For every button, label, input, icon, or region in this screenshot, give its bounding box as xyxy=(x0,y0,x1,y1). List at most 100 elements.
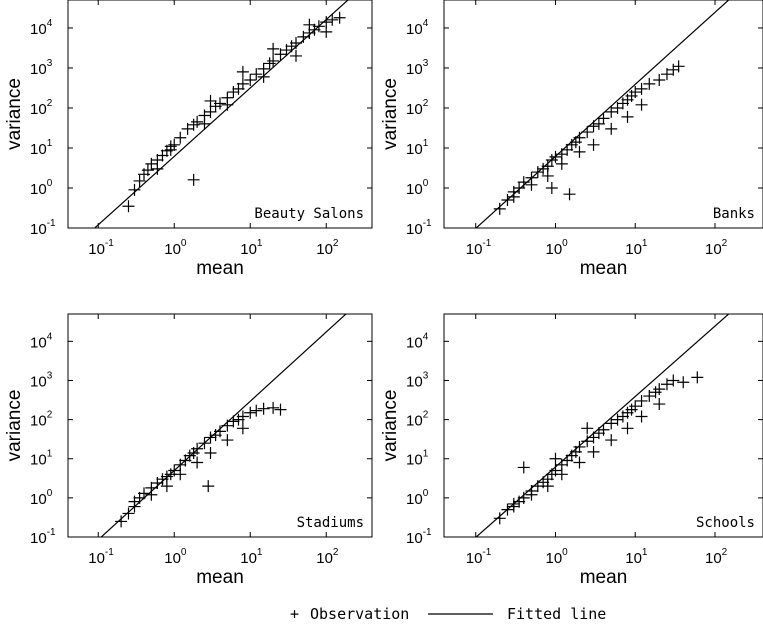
observation-point xyxy=(122,200,135,213)
observation-point xyxy=(202,480,215,493)
observation-points xyxy=(122,11,346,213)
observation-point xyxy=(133,174,146,187)
legend: + Observation Fitted line xyxy=(290,605,606,623)
observation-point xyxy=(221,419,234,432)
observation-point xyxy=(204,94,217,107)
observation-point xyxy=(227,86,240,99)
observation-point xyxy=(555,468,568,481)
y-tick-label: 10-1 xyxy=(406,527,432,547)
observation-point xyxy=(250,404,263,417)
observation-point xyxy=(227,415,240,428)
observation-point xyxy=(691,371,704,384)
axes-box xyxy=(443,313,763,538)
observation-point xyxy=(573,145,586,158)
observation-point xyxy=(587,138,600,151)
axes-box xyxy=(67,0,373,229)
observation-point xyxy=(244,74,257,87)
y-tick-label: 104 xyxy=(406,18,429,38)
x-tick-label: 102 xyxy=(316,238,339,258)
observation-point xyxy=(204,105,217,118)
observation-point xyxy=(204,447,217,460)
observation-point xyxy=(191,115,204,128)
y-tick-label: 100 xyxy=(30,178,53,198)
x-tick-label: 101 xyxy=(240,547,263,567)
observation-point xyxy=(236,77,249,90)
observation-point xyxy=(672,60,685,73)
observation-point xyxy=(174,468,187,481)
panel-2: 10-1 100 101 102 10-1 100 101 102 103 104 mean vari… xyxy=(380,0,763,279)
observation-point xyxy=(267,42,280,55)
observation-point xyxy=(181,122,194,135)
x-tick-label: 10-1 xyxy=(466,238,492,258)
axes-box xyxy=(443,0,763,229)
observation-points xyxy=(115,401,287,528)
observation-point xyxy=(168,464,181,477)
observation-point xyxy=(621,110,634,123)
observation-point xyxy=(573,456,586,469)
observation-point xyxy=(236,65,249,78)
observation-point xyxy=(122,507,135,520)
y-tick-label: 100 xyxy=(406,178,429,198)
observation-point xyxy=(174,131,187,144)
observation-point xyxy=(187,173,200,186)
observation-point xyxy=(326,13,339,26)
observation-point xyxy=(198,117,211,130)
observation-point xyxy=(597,423,610,436)
observation-point xyxy=(635,394,648,407)
observation-point xyxy=(191,456,204,469)
observation-point xyxy=(257,402,270,415)
observation-point xyxy=(561,143,574,156)
observation-point xyxy=(274,403,287,416)
observation-point xyxy=(214,97,226,110)
x-tick-label: 100 xyxy=(545,547,568,567)
observation-point xyxy=(501,194,514,207)
observation-point xyxy=(660,378,673,391)
x-tick-label: 101 xyxy=(625,238,648,258)
y-tick-label: 101 xyxy=(30,138,53,158)
observation-point xyxy=(597,112,610,125)
observation-point xyxy=(629,86,642,99)
y-tick-label: 101 xyxy=(406,138,429,158)
observation-point xyxy=(555,157,568,170)
x-tick-label: 10-1 xyxy=(88,238,114,258)
legend-observation-label: Observation xyxy=(310,605,409,623)
observation-point xyxy=(138,487,150,500)
y-tick-label: 103 xyxy=(406,58,429,78)
observation-point xyxy=(191,442,204,455)
observation-point xyxy=(290,49,302,62)
observation-point xyxy=(635,82,648,95)
observation-point xyxy=(164,143,177,156)
observation-point xyxy=(501,503,514,516)
observation-point xyxy=(257,70,270,83)
y-tick-label: 102 xyxy=(406,410,429,430)
observation-point xyxy=(605,122,618,135)
observation-point xyxy=(531,166,544,179)
observation-point xyxy=(549,464,562,477)
panels: 10-1 100 101 102 10-1 100 101 102 103 104 mean vari… xyxy=(4,0,763,588)
observation-point xyxy=(517,491,530,504)
x-tick-label: 10-1 xyxy=(88,547,114,567)
y-tick-label: 10-1 xyxy=(30,527,56,547)
observation-point xyxy=(145,488,158,501)
observation-point xyxy=(545,181,558,194)
observation-point xyxy=(236,422,249,435)
panel-3: 10-1 100 101 102 10-1 100 101 102 103 104 mean vari… xyxy=(4,313,373,588)
y-tick-label: 104 xyxy=(30,18,53,38)
observation-point xyxy=(573,440,586,453)
observation-point xyxy=(587,445,600,458)
observation-point xyxy=(263,57,276,70)
observation-point xyxy=(611,413,624,426)
observation-point xyxy=(204,431,217,444)
observation-point xyxy=(507,497,520,510)
x-axis-label: mean xyxy=(580,258,628,279)
observation-point xyxy=(525,178,538,191)
x-tick-label: 102 xyxy=(705,238,728,258)
y-tick-label: 103 xyxy=(30,58,53,78)
observation-point xyxy=(160,480,173,493)
observation-point xyxy=(236,410,249,423)
observation-point xyxy=(267,54,280,67)
panel-title: Banks xyxy=(713,206,755,222)
observation-point xyxy=(517,176,530,189)
observation-point xyxy=(605,105,618,118)
observation-point xyxy=(493,202,506,215)
